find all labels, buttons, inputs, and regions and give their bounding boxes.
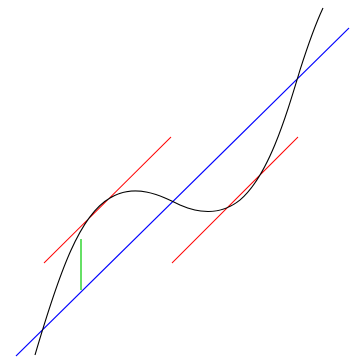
secant-line: [15, 27, 350, 357]
cubic-curve: [34, 7, 324, 356]
tangent-line-right: [171, 136, 299, 264]
